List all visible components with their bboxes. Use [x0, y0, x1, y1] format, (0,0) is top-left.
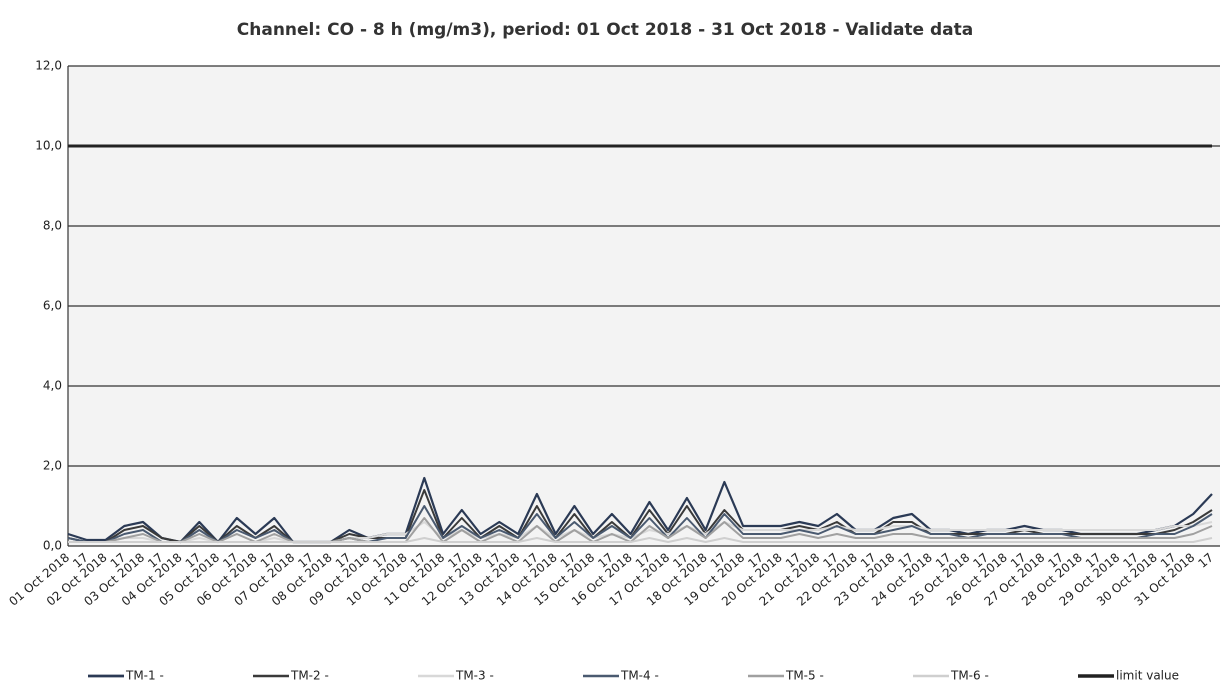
y-tick-label: 0,0	[43, 539, 62, 553]
y-tick-label: 2,0	[43, 459, 62, 473]
chart-title: Channel: CO - 8 h (mg/m3), period: 01 Oc…	[237, 20, 973, 40]
legend-label: TM-6 -	[950, 669, 989, 683]
series-line	[67, 476, 1213, 544]
legend-label: TM-2 -	[290, 669, 329, 683]
legend-label: TM-1 -	[125, 669, 164, 683]
y-tick-label: 12,0	[35, 59, 62, 73]
y-tick-label: 10,0	[35, 139, 62, 153]
series-line	[67, 505, 1213, 543]
legend-label: limit value	[1116, 669, 1179, 683]
x-tick-label: 17	[1195, 550, 1216, 571]
y-tick-label: 4,0	[43, 379, 62, 393]
legend-label: TM-4 -	[620, 669, 659, 683]
legend-label: TM-3 -	[455, 669, 494, 683]
series-line	[68, 517, 1213, 543]
y-tick-label: 8,0	[43, 219, 62, 233]
series-line	[68, 537, 1213, 543]
legend-label: TM-5 -	[785, 669, 824, 683]
y-tick-label: 6,0	[43, 299, 62, 313]
